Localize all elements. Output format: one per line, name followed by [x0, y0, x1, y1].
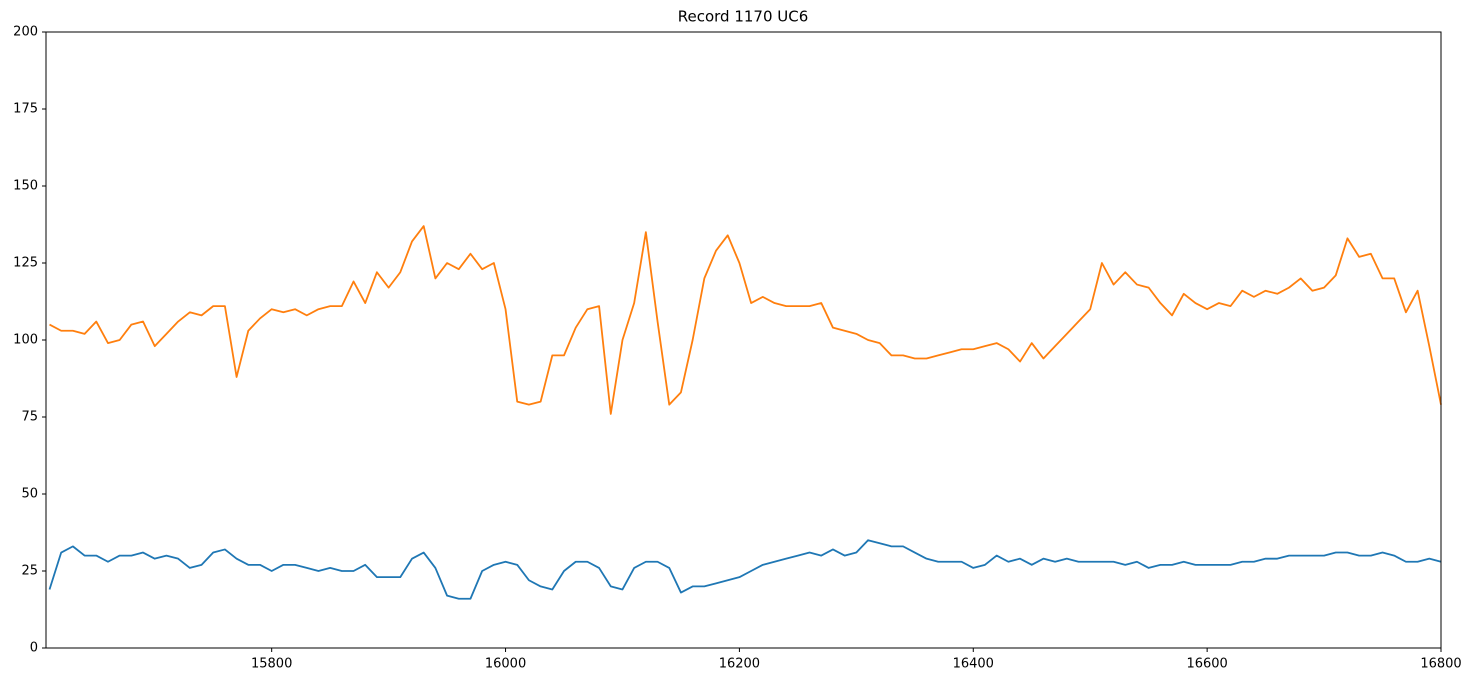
- x-tick-label: 16400: [953, 657, 994, 672]
- y-tick-label: 175: [13, 102, 38, 117]
- series-line: [48, 539, 1442, 600]
- y-tick-label: 125: [13, 256, 38, 271]
- y-tick-label: 150: [13, 179, 38, 194]
- x-tick-label: 16000: [485, 657, 526, 672]
- y-tick-label: 200: [13, 25, 38, 40]
- y-tick-label: 25: [21, 564, 38, 579]
- series-line: [49, 225, 1442, 415]
- x-tick-label: 15800: [251, 657, 292, 672]
- x-tick-label: 16200: [719, 657, 760, 672]
- y-tick-label: 75: [21, 410, 38, 425]
- x-tick-label: 16800: [1420, 657, 1461, 672]
- y-tick-label: 100: [13, 333, 38, 348]
- plot-frame: [45, 31, 1442, 649]
- chart-title: Record 1170 UC6: [678, 8, 809, 26]
- x-tick-label: 16600: [1186, 657, 1227, 672]
- y-tick-label: 50: [21, 487, 38, 502]
- y-tick-label: 0: [30, 641, 38, 656]
